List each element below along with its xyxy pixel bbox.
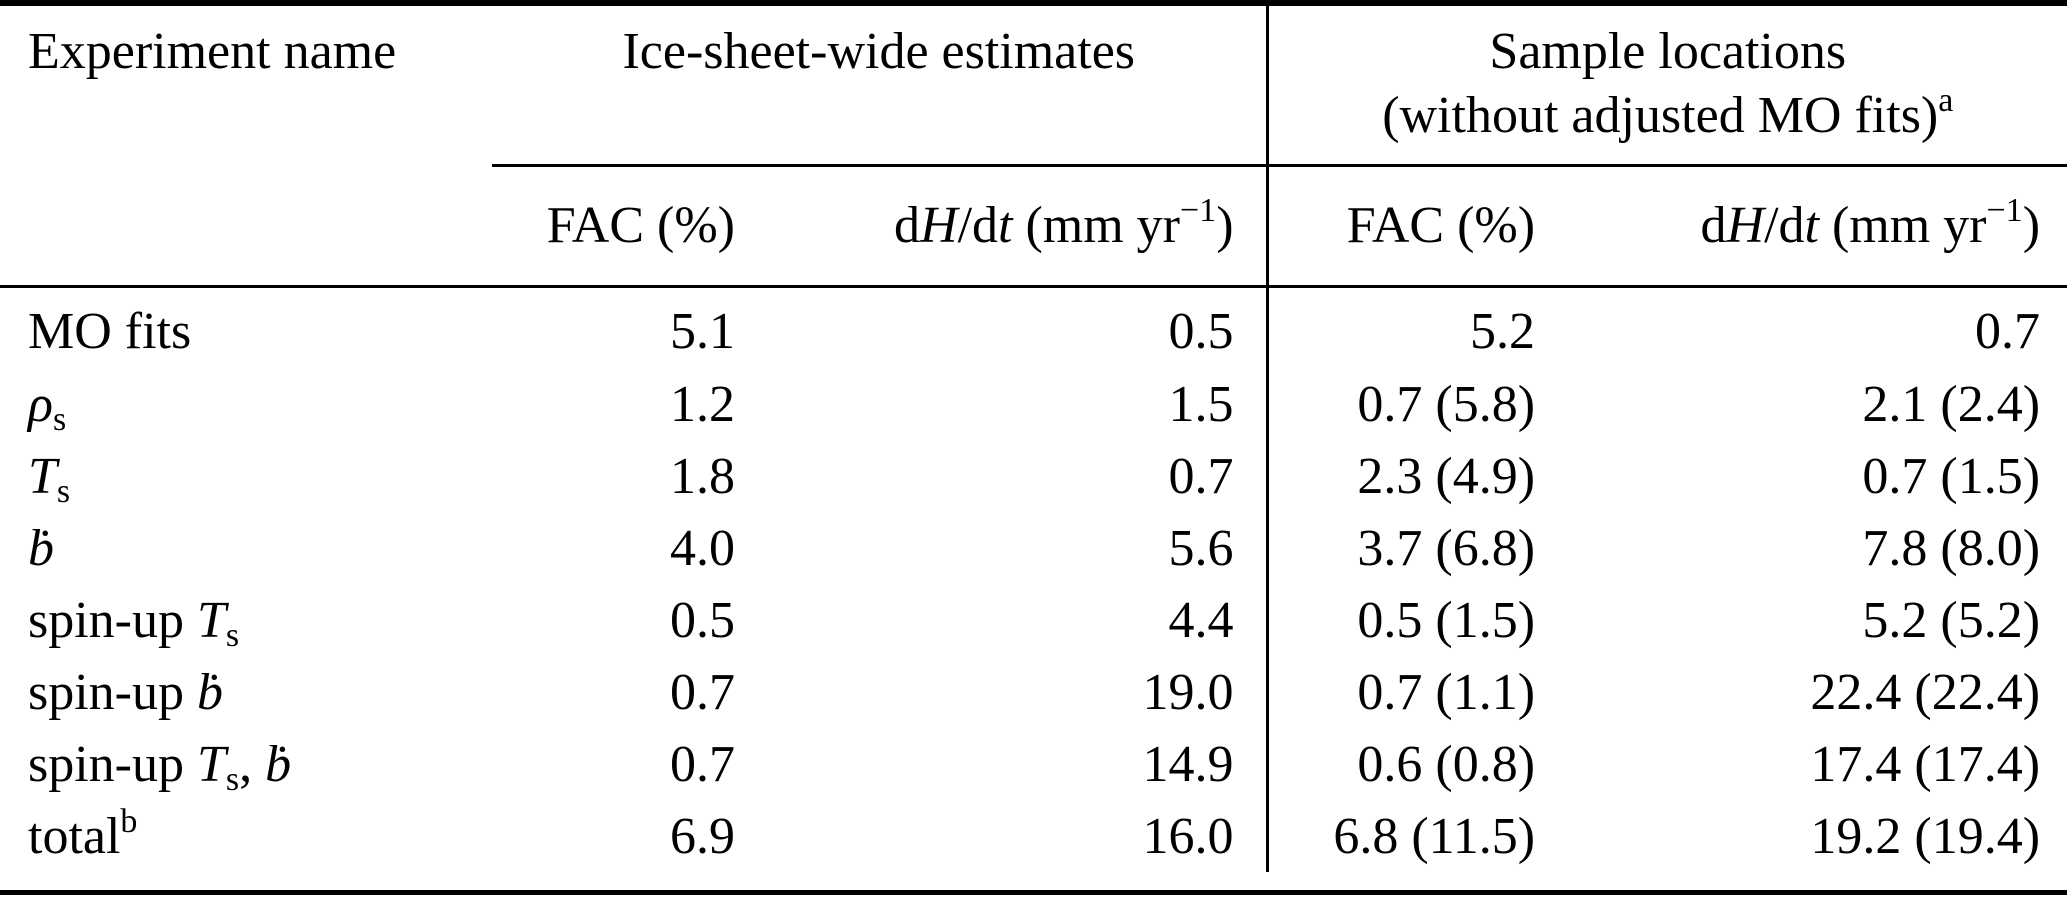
group-header-sample-locations: Sample locations (without adjusted MO fi… xyxy=(1265,3,2067,167)
table-row: MO fits 5.1 0.5 5.2 0.7 xyxy=(0,286,2067,368)
cell-fac-sample: 2.3 (4.9) xyxy=(1357,447,1536,505)
cell-dhdt-sample: 22.4 (22.4) xyxy=(1810,663,2041,721)
cell-fac-sample: 0.5 (1.5) xyxy=(1357,591,1536,649)
cell-dhdt-icesheet: 19.0 xyxy=(742,656,1269,728)
row-label: MO fits xyxy=(28,303,192,361)
cell-fac-icesheet: 0.7 xyxy=(670,663,735,721)
cell-fac-icesheet: 0.5 xyxy=(670,591,735,649)
group-header-row: Experiment name Ice-sheet-wide estimates… xyxy=(0,3,2067,167)
subheader-dhdt-icesheet: dH/dt (mm yr−1) xyxy=(742,165,1269,288)
table-row: Ts 1.8 0.7 2.3 (4.9) 0.7 (1.5) xyxy=(0,440,2067,512)
col-header-experiment-name: Experiment name xyxy=(28,23,397,80)
cell-dhdt-icesheet: 5.6 xyxy=(742,512,1269,584)
cell-fac-sample: 0.7 (5.8) xyxy=(1357,375,1536,433)
cell-fac-icesheet: 4.0 xyxy=(670,519,735,577)
group-header-sample-locations-line2: (without adjusted MO fits)a xyxy=(1382,82,1954,145)
cell-dhdt-icesheet: 4.4 xyxy=(742,584,1269,656)
subheader-fac-icesheet: FAC (%) xyxy=(492,165,742,288)
cell-fac-sample: 3.7 (6.8) xyxy=(1357,519,1536,577)
subheader-fac-sample: FAC (%) xyxy=(1267,165,1539,288)
group-header-sample-locations-line1: Sample locations xyxy=(1489,23,1847,80)
cell-fac-sample: 0.7 (1.1) xyxy=(1357,663,1536,721)
cell-dhdt-sample: 0.7 xyxy=(1975,303,2041,361)
row-label: spin-up Ts, ḃ xyxy=(28,735,292,798)
cell-fac-sample: 0.6 (0.8) xyxy=(1357,735,1536,793)
group-header-ice-sheet-wide: Ice-sheet-wide estimates xyxy=(492,3,1269,167)
row-label: Ts xyxy=(28,447,71,510)
row-label: totalb xyxy=(28,802,138,865)
cell-dhdt-icesheet: 0.7 xyxy=(742,440,1269,512)
cell-dhdt-icesheet: 1.5 xyxy=(742,368,1269,440)
subheader-dhdt-sample: dH/dt (mm yr−1) xyxy=(1538,165,2067,288)
cell-dhdt-icesheet: 16.0 xyxy=(742,800,1269,872)
subheader-empty xyxy=(0,165,492,288)
table-row: ḃ 4.0 5.6 3.7 (6.8) 7.8 (8.0) xyxy=(0,512,2067,584)
cell-dhdt-sample: 7.8 (8.0) xyxy=(1862,519,2041,577)
cell-dhdt-sample: 17.4 (17.4) xyxy=(1810,735,2041,793)
bottom-spacer xyxy=(0,872,2067,892)
row-label: spin-up ḃ xyxy=(28,663,223,721)
subheader-row: FAC (%) dH/dt (mm yr−1) FAC (%) dH/dt (m… xyxy=(0,165,2067,288)
cell-fac-icesheet: 0.7 xyxy=(670,735,735,793)
row-label: ḃ xyxy=(28,519,54,577)
bottom-spacer-row xyxy=(0,872,2067,892)
cell-dhdt-icesheet: 0.5 xyxy=(742,286,1269,368)
cell-fac-sample: 6.8 (11.5) xyxy=(1333,807,1536,865)
cell-fac-icesheet: 1.2 xyxy=(670,375,735,433)
table-row: totalb 6.9 16.0 6.8 (11.5) 19.2 (19.4) xyxy=(0,800,2067,872)
cell-dhdt-sample: 2.1 (2.4) xyxy=(1862,375,2041,433)
table-row: spin-up Ts, ḃ 0.7 14.9 0.6 (0.8) 17.4 (1… xyxy=(0,728,2067,800)
table-row: ρs 1.2 1.5 0.7 (5.8) 2.1 (2.4) xyxy=(0,368,2067,440)
cell-dhdt-sample: 19.2 (19.4) xyxy=(1810,807,2041,865)
cell-dhdt-sample: 0.7 (1.5) xyxy=(1862,447,2041,505)
cell-dhdt-sample: 5.2 (5.2) xyxy=(1862,591,2041,649)
cell-fac-icesheet: 6.9 xyxy=(670,807,735,865)
row-label: spin-up Ts xyxy=(28,591,240,654)
cell-fac-icesheet: 5.1 xyxy=(670,303,735,361)
row-label: ρs xyxy=(28,375,67,438)
cell-fac-sample: 5.2 xyxy=(1470,303,1536,361)
cell-dhdt-icesheet: 14.9 xyxy=(742,728,1269,800)
table-row: spin-up Ts 0.5 4.4 0.5 (1.5) 5.2 (5.2) xyxy=(0,584,2067,656)
cell-fac-icesheet: 1.8 xyxy=(670,447,735,505)
table-row: spin-up ḃ 0.7 19.0 0.7 (1.1) 22.4 (22.4) xyxy=(0,656,2067,728)
